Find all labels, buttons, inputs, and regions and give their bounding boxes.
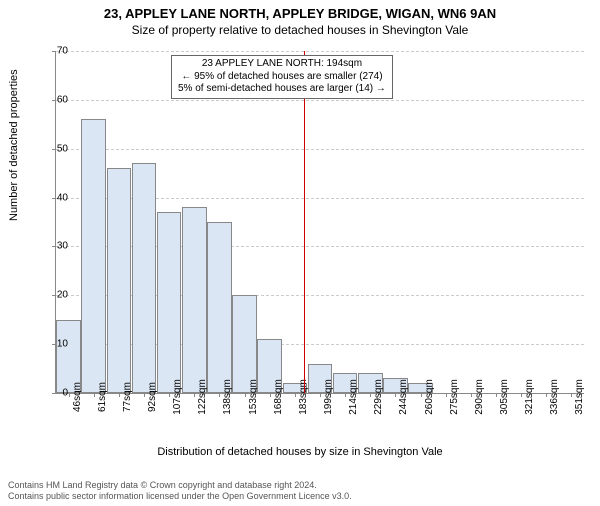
x-tick-mark — [270, 393, 271, 397]
x-tick-mark — [119, 393, 120, 397]
y-tick-label: 30 — [43, 241, 68, 252]
x-tick-label: 305sqm — [499, 379, 510, 415]
x-tick-mark — [370, 393, 371, 397]
grid-line — [56, 51, 584, 52]
y-tick-label: 20 — [43, 290, 68, 301]
x-tick-label: 351sqm — [574, 379, 585, 415]
bar — [207, 222, 232, 393]
x-tick-label: 290sqm — [474, 379, 485, 415]
x-tick-mark — [345, 393, 346, 397]
info-line-1: 23 APPLEY LANE NORTH: 194sqm — [178, 58, 386, 71]
x-tick-mark — [245, 393, 246, 397]
bar — [132, 163, 157, 393]
chart-title-sub: Size of property relative to detached ho… — [0, 23, 600, 37]
footer-line-2: Contains public sector information licen… — [8, 491, 352, 502]
grid-line — [56, 149, 584, 150]
x-tick-mark — [446, 393, 447, 397]
x-tick-mark — [194, 393, 195, 397]
chart-container: 23, APPLEY LANE NORTH, APPLEY BRIDGE, WI… — [0, 6, 600, 506]
info-box: 23 APPLEY LANE NORTH: 194sqm← 95% of det… — [171, 55, 393, 99]
x-tick-mark — [94, 393, 95, 397]
y-tick-label: 50 — [43, 143, 68, 154]
x-tick-mark — [496, 393, 497, 397]
x-tick-mark — [295, 393, 296, 397]
chart-title-main: 23, APPLEY LANE NORTH, APPLEY BRIDGE, WI… — [0, 6, 600, 21]
plot-area: 46sqm61sqm77sqm92sqm107sqm122sqm138sqm15… — [55, 51, 584, 394]
x-tick-mark — [521, 393, 522, 397]
x-tick-label: 275sqm — [449, 379, 460, 415]
y-tick-label: 40 — [43, 192, 68, 203]
x-tick-mark — [320, 393, 321, 397]
info-line-3: 5% of semi-detached houses are larger (1… — [178, 83, 386, 96]
x-tick-mark — [219, 393, 220, 397]
info-line-2: ← 95% of detached houses are smaller (27… — [178, 71, 386, 84]
bar — [182, 207, 207, 393]
x-tick-label: 321sqm — [524, 379, 535, 415]
y-tick-label: 70 — [43, 46, 68, 57]
x-tick-mark — [421, 393, 422, 397]
grid-line — [56, 100, 584, 101]
x-tick-mark — [144, 393, 145, 397]
y-tick-label: 60 — [43, 94, 68, 105]
x-tick-mark — [69, 393, 70, 397]
y-tick-label: 0 — [43, 388, 68, 399]
bar — [157, 212, 182, 393]
footer-line-1: Contains HM Land Registry data © Crown c… — [8, 480, 352, 491]
bar — [81, 119, 106, 393]
x-tick-mark — [546, 393, 547, 397]
marker-line — [304, 51, 305, 393]
y-axis-label: Number of detached properties — [8, 69, 20, 221]
x-tick-label: 260sqm — [424, 379, 435, 415]
x-tick-mark — [571, 393, 572, 397]
x-tick-mark — [395, 393, 396, 397]
y-tick-label: 10 — [43, 339, 68, 350]
x-tick-label: 336sqm — [549, 379, 560, 415]
x-tick-mark — [169, 393, 170, 397]
x-axis-label: Distribution of detached houses by size … — [0, 446, 600, 458]
footer-attribution: Contains HM Land Registry data © Crown c… — [8, 480, 352, 502]
x-tick-mark — [471, 393, 472, 397]
bar — [107, 168, 132, 393]
